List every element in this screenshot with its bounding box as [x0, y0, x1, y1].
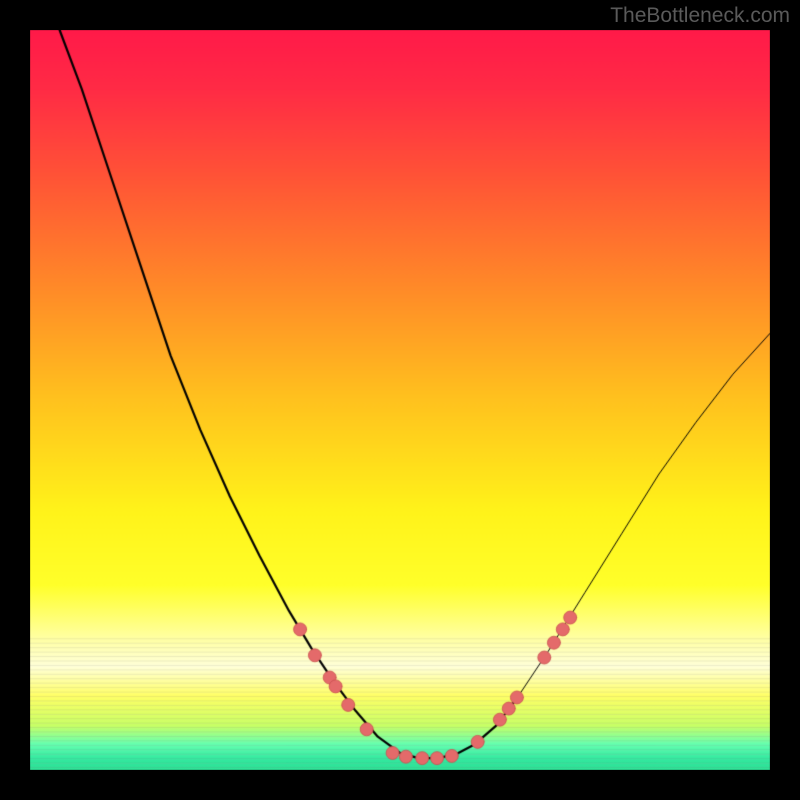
watermark-text: TheBottleneck.com: [610, 4, 790, 28]
curve-overlay: [0, 0, 800, 800]
chart-stage: TheBottleneck.com: [0, 0, 800, 800]
